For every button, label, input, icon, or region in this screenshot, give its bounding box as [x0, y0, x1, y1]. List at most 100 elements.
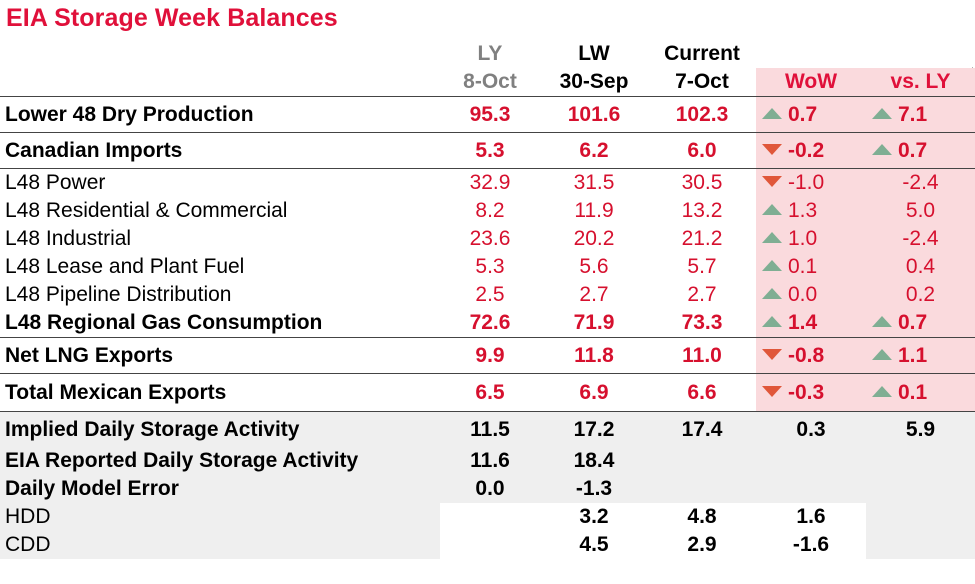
cell-wow: 0.1	[756, 253, 866, 281]
cell-current: 13.2	[681, 199, 723, 222]
weather-ly	[440, 531, 540, 559]
table-row: L48 Power 32.9 31.5 30.5 -1.0 -2.4	[0, 168, 975, 197]
triangle-up-icon	[872, 385, 892, 397]
header-ly-top: LY	[477, 42, 503, 65]
cell-lw: 11.8	[540, 337, 648, 374]
cell-wow-value: 1.4	[788, 311, 818, 334]
summary-lw: 18.4	[540, 447, 648, 475]
cell-wow: 0.0	[756, 281, 866, 309]
summary-ly: 11.6	[440, 447, 540, 475]
triangle-up-icon	[762, 203, 782, 215]
summary-label: EIA Reported Daily Storage Activity	[0, 447, 440, 475]
triangle-up-icon	[872, 315, 892, 327]
cell-vs-ly-value: 0.7	[898, 139, 928, 162]
triangle-down-icon	[762, 348, 782, 360]
cell-wow: -1.0	[756, 168, 866, 197]
cell-vs-ly: 7.1	[866, 96, 975, 133]
cell-wow-value: 1.0	[788, 227, 818, 250]
cell-current: 6.0	[648, 132, 756, 169]
row-label: L48 Lease and Plant Fuel	[5, 255, 245, 278]
table-row: L48 Pipeline Distribution 2.5 2.7 2.7 0.0 0.2	[0, 281, 975, 309]
summary-wow: 0.3	[756, 411, 866, 447]
weather-lw: 3.2	[540, 503, 648, 531]
cell-vs-ly: 0.4	[866, 253, 975, 281]
triangle-up-icon	[762, 259, 782, 271]
weather-label: HDD	[0, 503, 440, 531]
cell-ly: 5.3	[475, 255, 505, 278]
table-row: L48 Regional Gas Consumption 72.6 71.9 73.3…	[0, 309, 975, 338]
cell-vs-ly: 0.7	[866, 132, 975, 169]
cell-wow: -0.3	[756, 373, 866, 412]
cell-lw: 5.6	[579, 255, 609, 278]
cell-lw: 6.2	[540, 132, 648, 169]
table-row: Canadian Imports 5.3 6.2 6.0 -0.2 0.7	[0, 132, 975, 169]
cell-wow-value: -0.3	[788, 381, 825, 404]
cell-ly: 32.9	[469, 171, 511, 194]
cell-vs-ly-value: 5.0	[905, 199, 936, 222]
weather-ly	[440, 503, 540, 531]
header-row-2: 8-Oct 30-Sep 7-Oct WoW vs. LY	[0, 68, 975, 97]
row-label: Canadian Imports	[0, 132, 440, 169]
weather-vs-ly	[866, 503, 975, 531]
table-row: L48 Industrial 23.6 20.2 21.2 1.0 -2.4	[0, 225, 975, 253]
summary-ly: 11.5	[440, 411, 540, 447]
cell-wow: 1.3	[756, 197, 866, 225]
cell-lw: 2.7	[579, 283, 609, 306]
summary-label: Daily Model Error	[0, 475, 440, 503]
cell-wow-value: -0.2	[788, 139, 825, 162]
summary-lw: 17.2	[540, 411, 648, 447]
table-row: L48 Lease and Plant Fuel 5.3 5.6 5.7 0.1 0.4	[0, 253, 975, 281]
row-label: L48 Residential & Commercial	[5, 199, 288, 222]
weather-current: 2.9	[648, 531, 756, 559]
cell-vs-ly-value: 7.1	[898, 103, 928, 126]
cell-wow-value: 0.1	[788, 255, 818, 278]
triangle-up-icon	[762, 315, 782, 327]
cell-wow: 1.4	[756, 309, 866, 338]
cell-current: 102.3	[648, 96, 756, 133]
summary-lw: -1.3	[540, 475, 648, 503]
weather-row: CDD 4.5 2.9 -1.6	[0, 531, 975, 559]
header-blank	[0, 68, 440, 97]
cell-current: 73.3	[648, 309, 756, 338]
triangle-down-icon	[762, 175, 782, 187]
summary-vs-ly: 5.9	[866, 411, 975, 447]
cell-current: 21.2	[681, 227, 723, 250]
header-row-1: LY LW Current	[0, 40, 975, 68]
cell-vs-ly-value: 0.4	[905, 255, 936, 278]
weather-current: 4.8	[648, 503, 756, 531]
summary-wow	[756, 475, 866, 503]
header-blank	[756, 40, 866, 68]
cell-ly: 5.3	[440, 132, 540, 169]
cell-vs-ly-value: 0.1	[898, 381, 928, 404]
cell-vs-ly: 1.1	[866, 337, 975, 374]
summary-row: EIA Reported Daily Storage Activity 11.6 1…	[0, 447, 975, 475]
cell-current: 6.6	[648, 373, 756, 412]
summary-current	[648, 447, 756, 475]
cell-wow: -0.2	[756, 132, 866, 169]
cell-wow-value: 0.0	[788, 283, 818, 306]
table-row: Lower 48 Dry Production 95.3 101.6 102.3 0.7…	[0, 96, 975, 133]
row-label: Total Mexican Exports	[0, 373, 440, 412]
cell-vs-ly-value: -2.4	[902, 227, 939, 250]
table-row: Net LNG Exports 9.9 11.8 11.0 -0.8 1.1	[0, 337, 975, 374]
cell-vs-ly-value: -2.4	[902, 171, 939, 194]
header-blank	[0, 40, 440, 68]
summary-row: Daily Model Error 0.0 -1.3	[0, 475, 975, 503]
cell-lw: 71.9	[540, 309, 648, 338]
summary-wow	[756, 447, 866, 475]
cell-ly: 2.5	[475, 283, 505, 306]
header-current-date: 7-Oct	[648, 68, 756, 97]
cell-vs-ly: 0.2	[866, 281, 975, 309]
weather-vs-ly	[866, 531, 975, 559]
page-title: EIA Storage Week Balances	[6, 4, 338, 32]
balance-table: LY LW Current 8-Oct 30-Sep 7-Oct WoW vs.…	[0, 40, 975, 559]
header-blank	[866, 40, 975, 68]
balance-rows: Lower 48 Dry Production 95.3 101.6 102.3 0.7…	[0, 96, 975, 412]
cell-lw: 6.9	[540, 373, 648, 412]
cell-vs-ly-value: 0.2	[905, 283, 936, 306]
cell-current: 11.0	[648, 337, 756, 374]
cell-ly: 72.6	[440, 309, 540, 338]
triangle-up-icon	[762, 107, 782, 119]
cell-lw: 31.5	[573, 171, 615, 194]
triangle-up-icon	[872, 348, 892, 360]
